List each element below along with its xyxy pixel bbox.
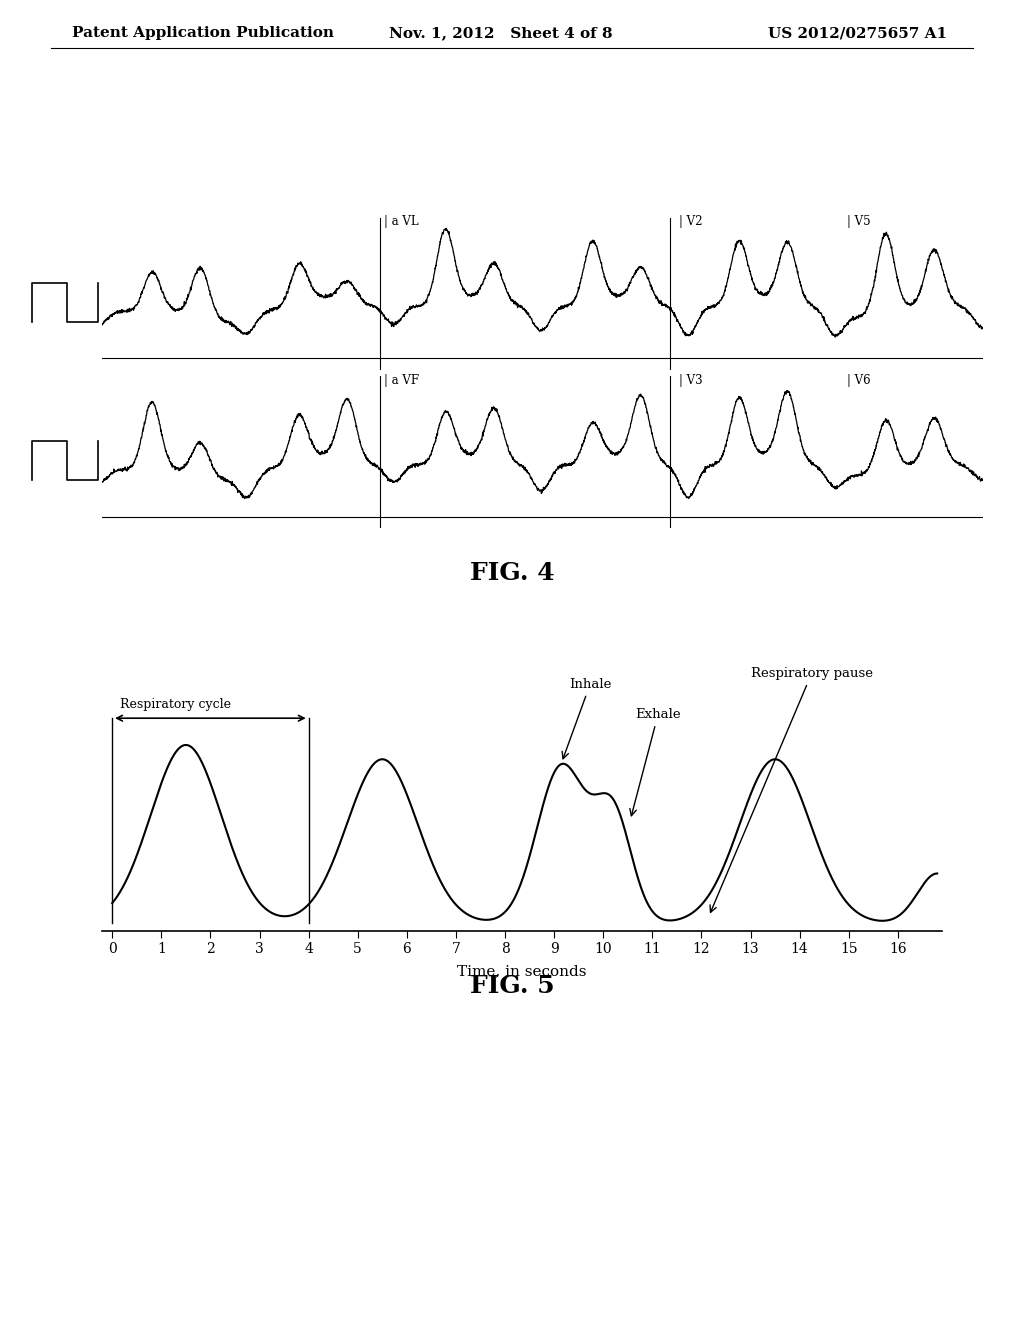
Text: FIG. 5: FIG. 5: [470, 974, 554, 998]
Text: Respiratory pause: Respiratory pause: [710, 667, 872, 912]
Text: | a VL: | a VL: [384, 215, 419, 228]
Text: FIG. 4: FIG. 4: [470, 561, 554, 585]
Text: | V5: | V5: [847, 215, 870, 228]
Text: | V3: | V3: [679, 374, 702, 387]
Text: Patent Application Publication: Patent Application Publication: [72, 26, 334, 41]
Text: | V6: | V6: [847, 374, 870, 387]
Text: US 2012/0275657 A1: US 2012/0275657 A1: [768, 26, 947, 41]
Text: | a VF: | a VF: [384, 374, 420, 387]
Text: Respiratory cycle: Respiratory cycle: [120, 698, 230, 711]
Text: Exhale: Exhale: [630, 709, 681, 816]
Text: | V2: | V2: [679, 215, 702, 228]
Text: Inhale: Inhale: [562, 678, 611, 759]
Text: Nov. 1, 2012   Sheet 4 of 8: Nov. 1, 2012 Sheet 4 of 8: [389, 26, 612, 41]
X-axis label: Time, in seconds: Time, in seconds: [458, 965, 587, 978]
